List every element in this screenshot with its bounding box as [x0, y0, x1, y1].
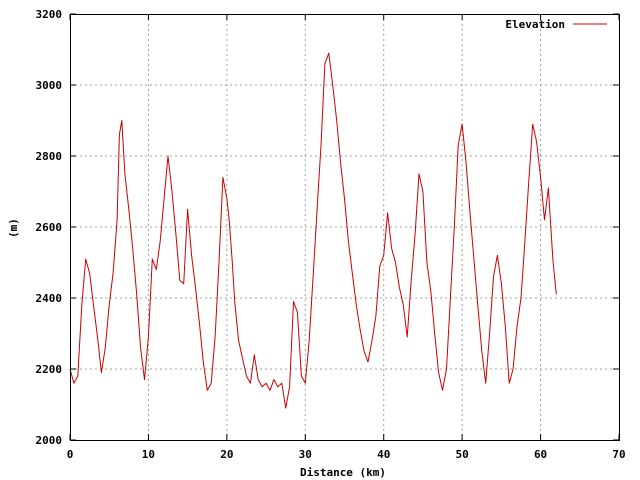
plot-frame: [70, 14, 620, 441]
legend: Elevation: [505, 18, 607, 31]
x-tick-label: 20: [220, 448, 233, 461]
y-tick-label: 2200: [36, 363, 63, 376]
x-tick-label: 70: [612, 448, 625, 461]
ticks: 0 10 20 30 40 50 60 70 2000 2200 2400 2600 2800 3000 3…: [36, 8, 626, 461]
y-tick-label: 2400: [36, 292, 63, 305]
x-tick-label: 30: [299, 448, 312, 461]
y-tick-label: 2000: [36, 434, 63, 447]
y-tick-label: 2600: [36, 221, 63, 234]
x-tick-label: 60: [534, 448, 547, 461]
x-axis-label: Distance (km): [300, 466, 386, 479]
y-tick-label: 3000: [36, 79, 63, 92]
y-axis-label: (m): [7, 218, 20, 238]
x-tick-label: 40: [377, 448, 390, 461]
grid: [70, 14, 619, 440]
x-tick-label: 10: [142, 448, 155, 461]
series-line-elevation: [69, 52, 557, 409]
y-tick-label: 2800: [36, 150, 63, 163]
y-tick-label: 3200: [36, 8, 63, 21]
series: [69, 52, 557, 409]
x-tick-label: 50: [456, 448, 469, 461]
x-tick-label: 0: [67, 448, 74, 461]
legend-label-elevation: Elevation: [505, 18, 565, 31]
